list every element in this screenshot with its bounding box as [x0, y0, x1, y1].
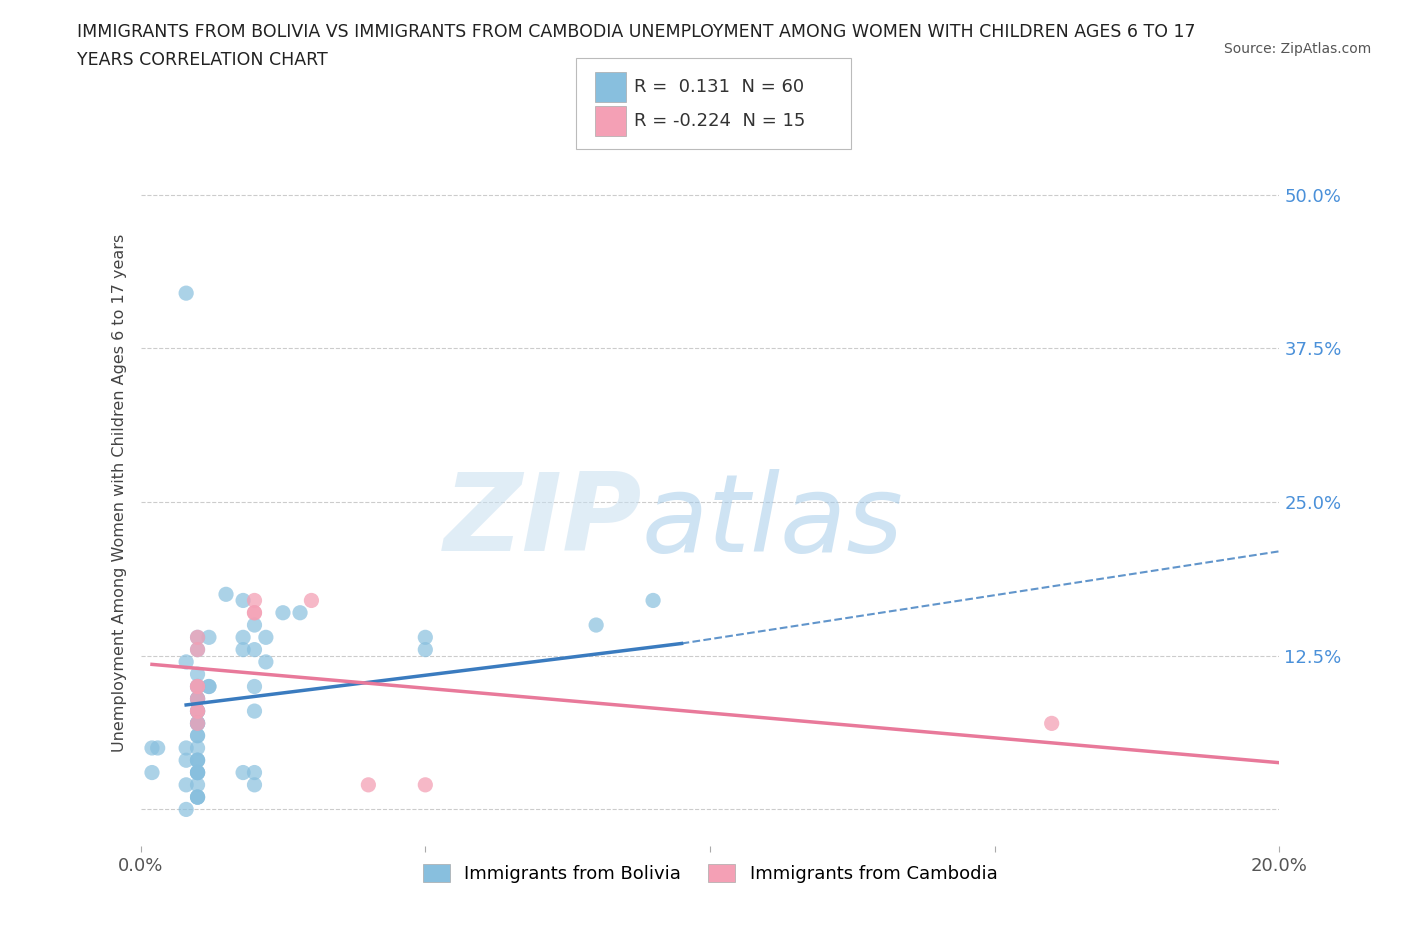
Point	[243, 593, 266, 608]
Point	[254, 630, 277, 644]
Point	[186, 765, 209, 780]
Point	[186, 716, 209, 731]
Point	[186, 691, 209, 706]
Point	[232, 630, 254, 644]
Point	[271, 605, 294, 620]
Point	[186, 765, 209, 780]
Point	[186, 679, 209, 694]
Point	[186, 630, 209, 644]
Text: R =  0.131  N = 60: R = 0.131 N = 60	[634, 78, 804, 96]
Text: ZIP: ZIP	[443, 468, 641, 574]
Point	[1040, 716, 1063, 731]
Point	[301, 593, 323, 608]
Text: YEARS CORRELATION CHART: YEARS CORRELATION CHART	[77, 51, 328, 69]
Point	[186, 691, 209, 706]
Point	[243, 605, 266, 620]
Point	[186, 716, 209, 731]
Point	[415, 643, 437, 658]
Point	[243, 679, 266, 694]
Point	[415, 630, 437, 644]
Point	[232, 643, 254, 658]
Point	[186, 716, 209, 731]
Point	[186, 716, 209, 731]
Text: Source: ZipAtlas.com: Source: ZipAtlas.com	[1223, 42, 1371, 56]
Point	[146, 740, 169, 755]
Text: R = -0.224  N = 15: R = -0.224 N = 15	[634, 113, 806, 130]
Point	[186, 777, 209, 792]
Point	[243, 765, 266, 780]
Point	[186, 752, 209, 767]
Point	[186, 728, 209, 743]
Point	[243, 605, 266, 620]
Point	[186, 790, 209, 804]
Point	[186, 728, 209, 743]
Point	[198, 679, 221, 694]
Point	[186, 691, 209, 706]
Point	[357, 777, 380, 792]
Point	[186, 740, 209, 755]
Point	[186, 704, 209, 719]
Point	[174, 777, 197, 792]
Point	[288, 605, 311, 620]
Point	[215, 587, 238, 602]
Point	[174, 286, 197, 300]
Point	[186, 752, 209, 767]
Point	[186, 667, 209, 682]
Point	[186, 643, 209, 658]
Point	[186, 679, 209, 694]
Point	[141, 765, 163, 780]
Point	[643, 593, 665, 608]
Point	[186, 691, 209, 706]
Point	[186, 704, 209, 719]
Point	[186, 790, 209, 804]
Y-axis label: Unemployment Among Women with Children Ages 6 to 17 years: Unemployment Among Women with Children A…	[112, 233, 128, 752]
Text: atlas: atlas	[641, 469, 904, 574]
Point	[141, 740, 163, 755]
Point	[585, 618, 607, 632]
Point	[186, 716, 209, 731]
Point	[254, 655, 277, 670]
Point	[243, 618, 266, 632]
Point	[186, 704, 209, 719]
Point	[174, 752, 197, 767]
Point	[186, 790, 209, 804]
Point	[232, 593, 254, 608]
Text: IMMIGRANTS FROM BOLIVIA VS IMMIGRANTS FROM CAMBODIA UNEMPLOYMENT AMONG WOMEN WIT: IMMIGRANTS FROM BOLIVIA VS IMMIGRANTS FR…	[77, 23, 1197, 41]
Point	[174, 740, 197, 755]
Point	[186, 704, 209, 719]
Point	[243, 643, 266, 658]
Point	[186, 765, 209, 780]
Point	[232, 765, 254, 780]
Legend: Immigrants from Bolivia, Immigrants from Cambodia: Immigrants from Bolivia, Immigrants from…	[415, 857, 1005, 890]
Point	[186, 765, 209, 780]
Point	[198, 679, 221, 694]
Point	[243, 777, 266, 792]
Point	[415, 777, 437, 792]
Point	[198, 630, 221, 644]
Point	[174, 802, 197, 817]
Point	[186, 679, 209, 694]
Point	[186, 704, 209, 719]
Point	[174, 655, 197, 670]
Point	[243, 704, 266, 719]
Point	[186, 643, 209, 658]
Point	[186, 679, 209, 694]
Point	[186, 630, 209, 644]
Point	[186, 752, 209, 767]
